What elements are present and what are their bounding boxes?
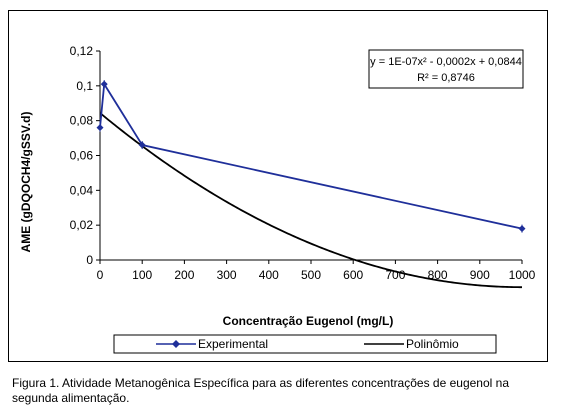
fit-equation: y = 1E-07x² - 0,0002x + 0,0844 — [370, 56, 522, 68]
x-tick-label: 100 — [132, 268, 152, 282]
figure-caption: Figura 1. Atividade Metanogênica Específ… — [12, 376, 572, 406]
x-tick-label: 700 — [385, 268, 405, 282]
legend-label-experimental: Experimental — [198, 337, 268, 351]
y-tick-label: 0,04 — [70, 183, 94, 197]
chart-frame: 0 0,02 0,04 0,06 0,08 0,1 0,12 0 100 200 300 400 50… — [8, 10, 548, 362]
x-tick-label: 900 — [470, 268, 490, 282]
x-tick-label: 1000 — [509, 268, 536, 282]
data-point-experimental — [100, 80, 108, 88]
y-tick-label: 0,1 — [76, 79, 93, 93]
x-tick-label: 500 — [301, 268, 321, 282]
chart-svg: 0 0,02 0,04 0,06 0,08 0,1 0,12 0 100 200 300 400 50… — [8, 10, 548, 362]
data-point-experimental — [138, 141, 146, 149]
x-tick-label: 300 — [217, 268, 237, 282]
legend: Experimental Polinômio — [113, 334, 497, 354]
y-axis-ticks: 0 0,02 0,04 0,06 0,08 0,1 0,12 — [70, 44, 100, 267]
y-tick-label: 0,12 — [70, 44, 94, 58]
legend-marker-experimental — [172, 340, 180, 348]
y-tick-label: 0,08 — [70, 114, 94, 128]
y-axis-title: AME (gDQOCH4/gSSV.d) — [19, 112, 33, 253]
data-point-experimental — [518, 225, 526, 233]
equation-box-border — [368, 49, 524, 89]
caption-line-2: segunda alimentação. — [12, 391, 130, 405]
equation-box: y = 1E-07x² - 0,0002x + 0,0844 R² = 0,87… — [368, 49, 524, 89]
series-experimental-line — [99, 81, 523, 230]
y-tick-label: 0,06 — [70, 149, 94, 163]
legend-border — [113, 334, 497, 354]
legend-label-polinomio: Polinômio — [406, 337, 459, 351]
data-point-experimental — [96, 124, 104, 132]
x-tick-label: 600 — [343, 268, 363, 282]
x-tick-label: 200 — [174, 268, 194, 282]
x-tick-label: 400 — [259, 268, 279, 282]
x-tick-label: 0 — [97, 268, 104, 282]
series-polinomio-line — [99, 112, 522, 289]
series-group — [96, 80, 526, 289]
x-axis-title: Concentração Eugenol (mg/L) — [223, 314, 394, 328]
y-tick-label: 0 — [86, 253, 93, 267]
y-tick-label: 0,02 — [70, 218, 94, 232]
caption-line-1: Figura 1. Atividade Metanogênica Específ… — [12, 376, 509, 390]
fit-r2: R² = 0,8746 — [417, 72, 475, 84]
